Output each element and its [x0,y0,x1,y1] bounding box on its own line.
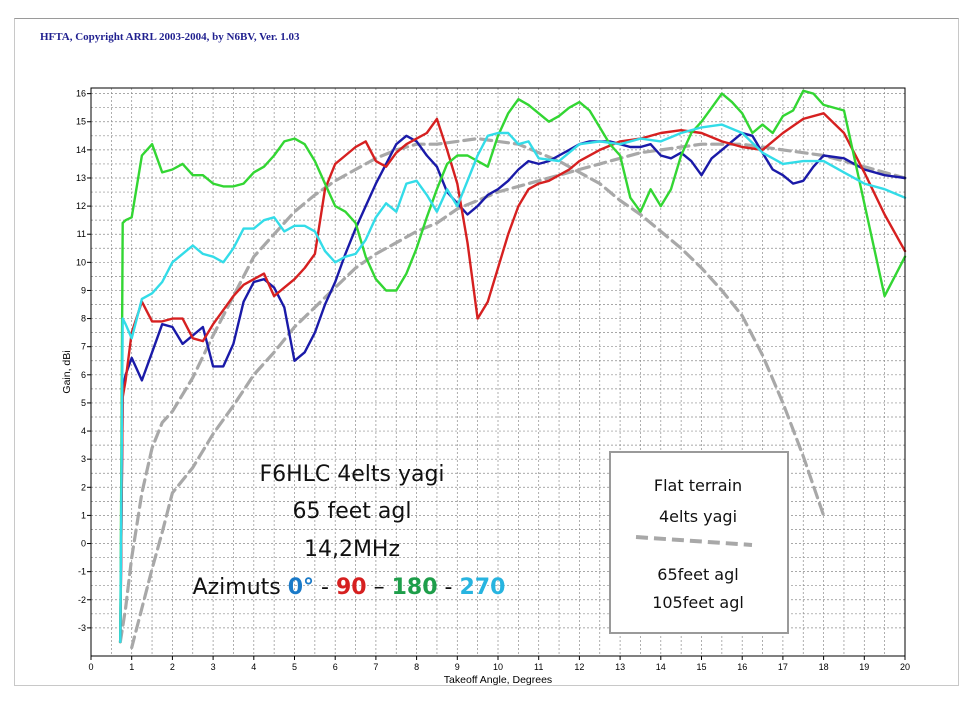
azimuth-sep-1: - [314,575,336,600]
y-tick-label: 12 [76,201,86,211]
y-tick-label: -2 [78,595,86,605]
y-tick-label: 7 [81,342,86,352]
x-tick-label: 0 [88,662,93,672]
window-frame [14,18,959,686]
x-tick-label: 5 [292,662,297,672]
x-tick-label: 19 [859,662,869,672]
x-tick-label: 9 [455,662,460,672]
series-line-270 [119,123,907,644]
x-tick-label: 1 [129,662,134,672]
x-tick-label: 3 [211,662,216,672]
azimuth-180: 180 [392,575,438,600]
y-tick-label: 0 [81,539,86,549]
legend-line-2: 4elts yagi [659,507,737,526]
x-tick-label: 15 [696,662,706,672]
series-line-0- [119,131,907,644]
azimuth-90: 90 [336,575,367,600]
y-tick-label: 10 [76,257,86,267]
y-tick-label: -3 [78,623,86,633]
y-tick-label: 9 [81,285,86,295]
y-tick-label: 8 [81,314,86,324]
y-tick-label: 15 [76,117,86,127]
x-tick-label: 8 [414,662,419,672]
y-axis-label: Gain, dBi [61,350,73,393]
x-axis-ticks: 0 1 2 3 4 5 6 7 8 9 10 11 12 13 14 15 16 17 18 19 20 [88,656,910,672]
y-tick-label: 3 [81,454,86,464]
legend-line-1: Flat terrain [654,476,742,495]
azimuth-0: 0° [288,575,314,600]
x-tick-label: 2 [170,662,175,672]
annotation-line-1: F6HLC 4elts yagi [259,462,444,487]
annotation-line-2: 65 feet agl [293,499,412,524]
y-tick-label: 14 [76,145,86,155]
reference-lines [118,137,907,650]
legend-line-3: 65feet agl [657,565,738,584]
y-tick-label: 6 [81,370,86,380]
azimuth-sep-3: - [438,575,460,600]
x-tick-label: 18 [819,662,829,672]
annotation-block: F6HLC 4elts yagi 65 feet agl 14,2MHz Azi… [193,462,506,600]
azimuths-prefix: Azimuts [193,575,288,600]
series-lines [119,89,907,644]
x-tick-label: 13 [615,662,625,672]
x-tick-label: 14 [656,662,666,672]
annotation-azimuths: Azimuts 0° - 90 – 180 - 270 [193,575,506,600]
legend-box: Flat terrain 4elts yagi 65feet agl 105fe… [609,451,789,634]
y-tick-label: 11 [77,229,86,239]
annotation-line-3: 14,2MHz [304,537,400,562]
y-tick-label: 4 [81,426,86,436]
chart-title: HFTA, Copyright ARRL 2003-2004, by N6BV,… [40,31,300,43]
x-tick-label: 6 [333,662,338,672]
series-line-105feet-agl [130,142,907,650]
x-tick-label: 12 [574,662,584,672]
y-tick-label: 2 [81,482,86,492]
y-tick-label: 1 [81,510,86,520]
x-tick-label: 20 [900,662,910,672]
x-tick-label: 17 [778,662,788,672]
x-axis-label: Takeoff Angle, Degrees [444,674,552,686]
x-tick-label: 7 [373,662,378,672]
y-tick-label: -1 [78,567,86,577]
x-tick-label: 4 [251,662,256,672]
legend-line-4: 105feet agl [652,593,744,612]
azimuth-sep-2: – [367,575,392,600]
y-tick-label: 5 [81,398,86,408]
x-tick-label: 11 [534,662,543,672]
x-tick-label: 16 [737,662,747,672]
series-line-65feet-agl [118,137,826,644]
azimuth-270: 270 [459,575,505,600]
y-tick-label: 13 [76,173,86,183]
y-tick-label: 16 [76,89,86,99]
legend-dashed-swatch [635,535,753,547]
series-line-180 [119,89,907,644]
x-tick-label: 10 [493,662,503,672]
